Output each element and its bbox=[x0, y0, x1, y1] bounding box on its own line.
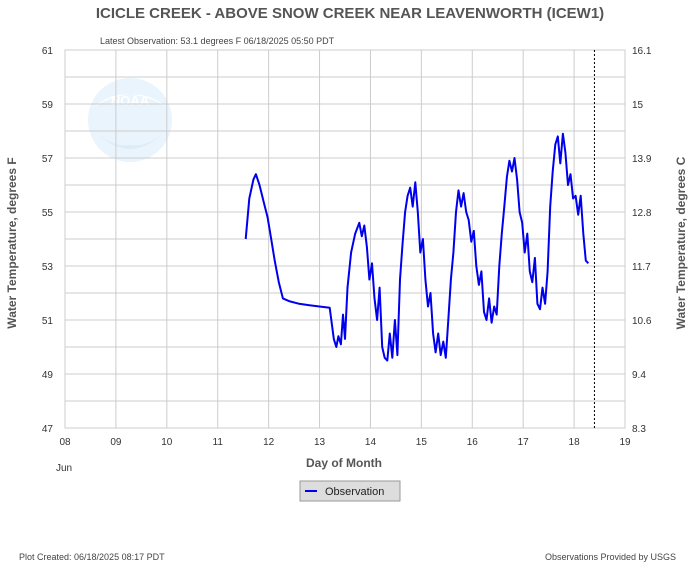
y-tick-label-right: 9.4 bbox=[632, 370, 646, 381]
noaa-logo-text: NOAA bbox=[111, 93, 150, 108]
y-tick-label-left: 49 bbox=[42, 370, 54, 381]
y-tick-label-left: 53 bbox=[42, 262, 54, 273]
chart-title: ICICLE CREEK - ABOVE SNOW CREEK NEAR LEA… bbox=[96, 5, 604, 22]
x-tick-label: 09 bbox=[110, 437, 122, 448]
x-axis-ticks: 08 09 10 11 12 13 14 15 16 17 18 19 bbox=[59, 437, 631, 448]
grid-lines bbox=[65, 50, 625, 428]
x-tick-label: 10 bbox=[161, 437, 173, 448]
y-tick-label-left: 57 bbox=[42, 154, 54, 165]
x-tick-label: 12 bbox=[263, 437, 275, 448]
y-axis-right-ticks: 8.3 9.4 10.6 11.7 12.8 13.9 15 16.1 bbox=[632, 46, 652, 435]
y-tick-label-right: 11.7 bbox=[632, 262, 651, 273]
x-tick-label: 13 bbox=[314, 437, 326, 448]
legend: Observation bbox=[299, 480, 401, 502]
y-axis-left-ticks: 47 49 51 53 55 57 59 61 bbox=[42, 46, 54, 435]
y-tick-label-left: 51 bbox=[42, 316, 54, 327]
x-tick-label: 19 bbox=[619, 437, 631, 448]
y-tick-label-left: 61 bbox=[42, 46, 54, 57]
x-tick-label: 14 bbox=[365, 437, 377, 448]
y-tick-label-right: 10.6 bbox=[632, 316, 652, 327]
y-axis-left-label: Water Temperature, degrees F bbox=[5, 157, 19, 328]
series-line-observation bbox=[244, 132, 590, 362]
legend-box bbox=[299, 480, 401, 502]
y-tick-label-left: 47 bbox=[42, 424, 54, 435]
legend-label-observation: Observation bbox=[325, 486, 384, 498]
y-tick-label-left: 55 bbox=[42, 208, 54, 219]
x-month-label: Jun bbox=[56, 463, 72, 474]
y-tick-label-right: 15 bbox=[632, 100, 644, 111]
x-tick-label: 15 bbox=[416, 437, 428, 448]
latest-observation: Latest Observation: 53.1 degrees F 06/18… bbox=[100, 36, 335, 46]
provider-text: Observations Provided by USGS bbox=[545, 552, 676, 562]
x-tick-label: 16 bbox=[467, 437, 479, 448]
noaa-logo-icon: NOAA bbox=[88, 78, 172, 162]
y-tick-label-right: 16.1 bbox=[632, 46, 652, 57]
y-tick-label-right: 12.8 bbox=[632, 208, 652, 219]
x-tick-label: 11 bbox=[213, 437, 224, 448]
x-axis-label: Day of Month bbox=[306, 456, 382, 470]
y-axis-right-label: Water Temperature, degrees C bbox=[674, 156, 688, 329]
x-tick-label: 18 bbox=[569, 437, 581, 448]
y-tick-label-right: 8.3 bbox=[632, 424, 646, 435]
y-tick-label-left: 59 bbox=[42, 100, 54, 111]
y-tick-label-right: 13.9 bbox=[632, 154, 652, 165]
x-tick-label: 08 bbox=[59, 437, 71, 448]
plot-created-text: Plot Created: 06/18/2025 08:17 PDT bbox=[19, 552, 165, 562]
x-tick-label: 17 bbox=[518, 437, 530, 448]
